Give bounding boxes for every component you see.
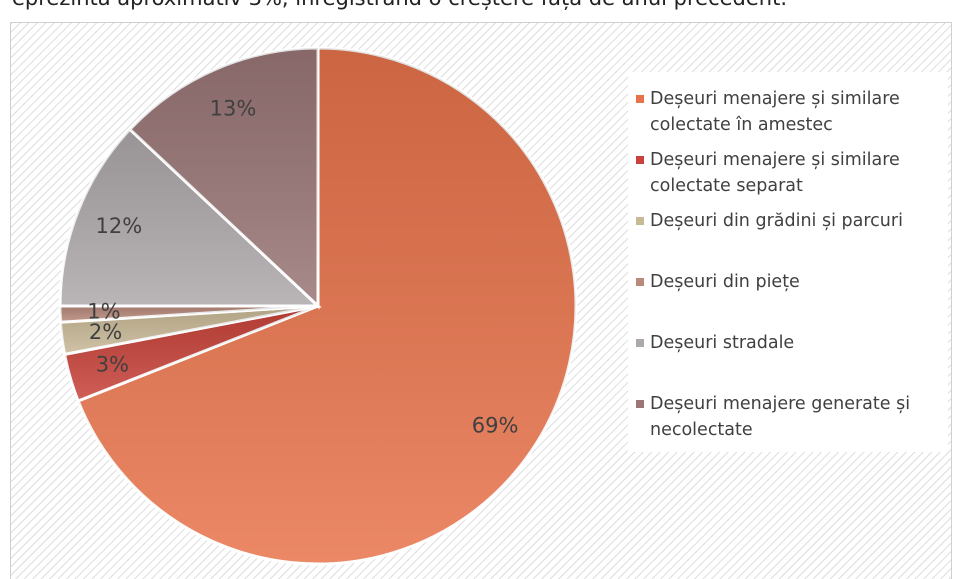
- legend-label: Deșeuri menajere și similare colectate s…: [650, 150, 900, 196]
- legend-swatch: [636, 156, 644, 164]
- caption-text: eprezintă aproximativ 3%, înregistrând o…: [12, 0, 787, 10]
- legend-label: Deșeuri din piețe: [650, 272, 800, 292]
- legend-swatch: [636, 400, 644, 408]
- slice-shade: [60, 306, 319, 355]
- legend-swatch: [636, 217, 644, 225]
- slice-shade: [64, 306, 319, 401]
- legend-swatch: [636, 339, 644, 347]
- legend-label: Deșeuri din grădini și parcuri: [650, 211, 903, 231]
- data-label: 1%: [87, 300, 120, 324]
- slice-shade: [129, 48, 318, 306]
- data-label: 2%: [89, 320, 122, 344]
- data-label: 13%: [210, 96, 257, 120]
- legend-label: Deșeuri menajere generate și necolectate: [650, 394, 911, 440]
- slice-shade: [60, 306, 318, 323]
- legend-item: Deșeuri stradale: [636, 330, 948, 391]
- slice-shade: [60, 129, 318, 306]
- data-label: 3%: [96, 353, 129, 377]
- legend: Deșeuri menajere și similare colectate î…: [636, 86, 948, 452]
- legend-label: Deșeuri menajere și similare colectate î…: [650, 89, 900, 135]
- legend-item: Deșeuri menajere generate și necolectate: [636, 391, 948, 452]
- legend-box: [628, 72, 948, 452]
- legend-item: Deșeuri menajere și similare colectate î…: [636, 86, 948, 147]
- legend-swatch: [636, 278, 644, 286]
- slice-shade: [78, 48, 577, 565]
- legend-item: Deșeuri menajere și similare colectate s…: [636, 147, 948, 208]
- legend-swatch: [636, 95, 644, 103]
- legend-item: Deșeuri din piețe: [636, 269, 948, 330]
- data-label: 12%: [96, 214, 143, 238]
- legend-label: Deșeuri stradale: [650, 333, 795, 353]
- data-label: 69%: [472, 413, 519, 437]
- legend-item: Deșeuri din grădini și parcuri: [636, 208, 948, 269]
